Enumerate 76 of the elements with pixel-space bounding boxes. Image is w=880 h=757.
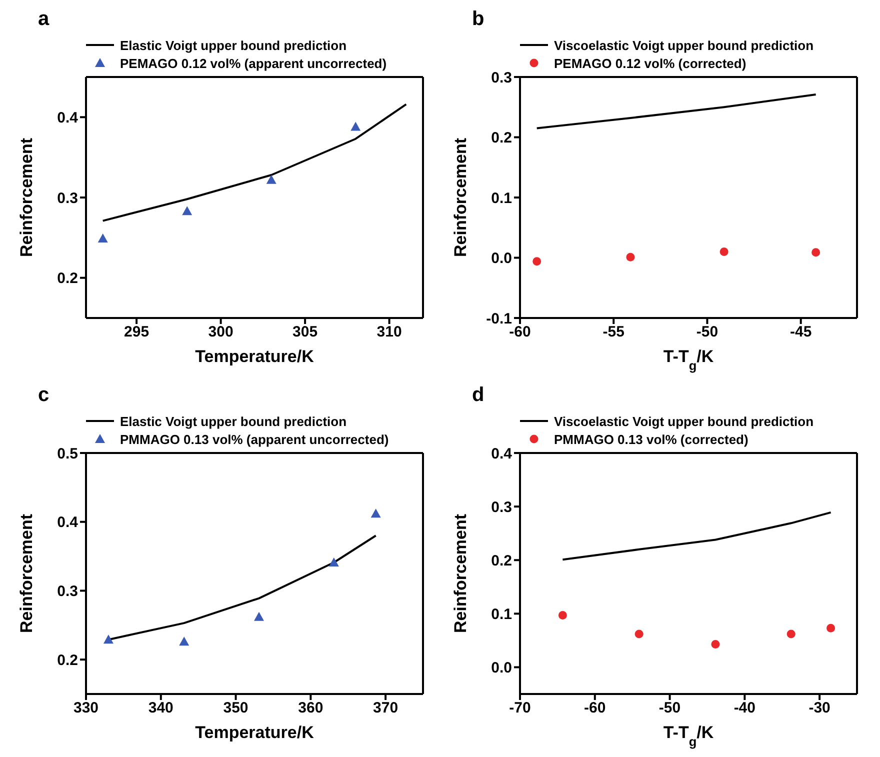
point xyxy=(182,206,192,216)
x-tick-label: 350 xyxy=(223,700,248,717)
point xyxy=(254,612,264,621)
line-series xyxy=(536,93,817,130)
chart-title: a xyxy=(37,8,50,30)
x-tick-label: 300 xyxy=(208,324,234,341)
y-tick-label: 0.3 xyxy=(491,69,512,86)
y-tick-label: 0.3 xyxy=(491,498,512,516)
chart-title: c xyxy=(37,384,50,406)
point xyxy=(179,636,190,646)
y-tick-label: 0.4 xyxy=(491,445,513,462)
point xyxy=(720,247,728,256)
y-tick-label: 0.0 xyxy=(491,660,512,677)
chart-title: b xyxy=(471,8,486,30)
point xyxy=(711,640,720,648)
x-axis-title: T-T$_{g}$/K xyxy=(663,723,714,748)
legend-label: Elastic Voigt upper bound prediction xyxy=(120,414,347,428)
point xyxy=(558,611,567,620)
x-tick-label: -60 xyxy=(509,324,531,341)
x-axis-title: T-T$_{g}$/K xyxy=(663,347,714,372)
legend-label: Viscoelastic Voigt upper bound prediction xyxy=(554,38,814,52)
point xyxy=(786,630,796,638)
y-tick-label: 0.0 xyxy=(491,250,512,268)
point xyxy=(328,557,339,566)
line-series xyxy=(102,103,408,222)
y-axis-title: Reinforcement xyxy=(451,138,470,258)
y-tick-label: 0.5 xyxy=(57,445,78,462)
point xyxy=(370,508,381,518)
y-tick-label: 0.4 xyxy=(57,109,79,126)
x-tick-label: 330 xyxy=(73,700,99,717)
x-tick-label: -50 xyxy=(696,324,718,341)
point xyxy=(266,174,276,184)
y-tick-label: 0.2 xyxy=(57,652,78,669)
y-tick-label: 0.3 xyxy=(57,190,78,207)
x-tick-label: 310 xyxy=(376,324,402,341)
y-tick-label: 0.2 xyxy=(491,552,512,570)
point xyxy=(98,233,108,242)
y-tick-label: 0.2 xyxy=(491,130,512,147)
point xyxy=(812,248,820,257)
y-tick-label: -0.1 xyxy=(486,310,512,328)
x-tick-label: -50 xyxy=(658,700,681,717)
legend-label: PEMAGO 0.12 vol% (corrected) xyxy=(554,56,746,70)
x-tick-label: -60 xyxy=(584,700,606,717)
y-axis-title: Reinforcement xyxy=(451,514,470,634)
point xyxy=(532,257,542,266)
y-tick-label: 0.4 xyxy=(57,514,79,532)
x-axis-title: Temperature/K xyxy=(195,723,315,742)
point xyxy=(826,624,836,632)
legend-label: PMMAGO 0.13 vol% (corrected) xyxy=(554,432,748,446)
y-tick-label: 0.3 xyxy=(57,583,78,600)
x-tick-label: -40 xyxy=(734,700,756,717)
x-tick-label: 370 xyxy=(373,700,398,717)
y-tick-label: 0.2 xyxy=(57,270,78,288)
point xyxy=(350,122,361,131)
x-tick-label: -55 xyxy=(602,324,624,341)
x-tick-label: -45 xyxy=(790,324,812,341)
x-tick-label: 360 xyxy=(298,700,324,717)
point xyxy=(634,630,644,638)
x-axis-title: Temperature/K xyxy=(195,347,315,366)
legend-label: PEMAGO 0.12 vol% (apparent uncorrected) xyxy=(120,56,387,70)
legend-label: Viscoelastic Voigt upper bound prediction xyxy=(554,414,814,428)
point xyxy=(103,634,114,644)
legend-label: PMMAGO 0.13 vol% (apparent uncorrected) xyxy=(120,432,389,446)
y-tick-label: 0.1 xyxy=(491,606,512,623)
x-tick-label: -30 xyxy=(808,700,830,717)
point xyxy=(626,252,635,262)
x-tick-label: 340 xyxy=(148,700,174,717)
x-tick-label: 295 xyxy=(124,324,150,341)
chart-title: d xyxy=(471,384,486,406)
legend-label: Elastic Voigt upper bound prediction xyxy=(120,38,347,52)
line-series xyxy=(562,511,832,561)
y-axis-title: Reinforcement xyxy=(17,514,36,634)
y-axis-title: Reinforcement xyxy=(17,138,36,258)
x-tick-label: 305 xyxy=(292,324,318,341)
x-tick-label: -70 xyxy=(509,700,531,717)
y-tick-label: 0.1 xyxy=(491,190,512,207)
